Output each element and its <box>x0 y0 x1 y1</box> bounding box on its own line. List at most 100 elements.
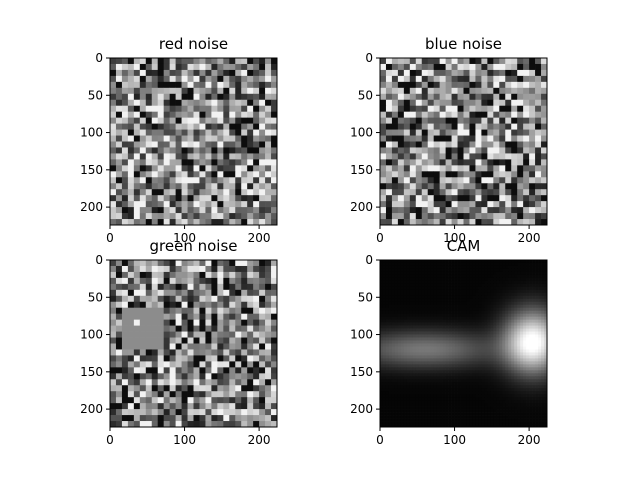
noise-cell <box>499 219 506 226</box>
heatmap-cell <box>493 373 497 377</box>
noise-cell <box>133 385 141 392</box>
noise-cell <box>487 159 494 166</box>
heatmap-cell <box>409 355 414 359</box>
heatmap-cell <box>535 391 539 395</box>
noise-cell <box>145 361 153 368</box>
heatmap-cell <box>415 352 420 356</box>
noise-cell <box>427 58 435 65</box>
heatmap-cell <box>460 385 464 389</box>
heatmap-cell <box>421 391 426 395</box>
heatmap-cell <box>385 274 390 279</box>
noise-cell <box>181 201 188 208</box>
noise-cell <box>493 207 500 214</box>
noise-cell <box>157 397 165 404</box>
heatmap-cell <box>418 286 423 291</box>
noise-cell <box>451 58 458 65</box>
heatmap-cell <box>403 274 408 279</box>
heatmap-cell <box>541 361 545 365</box>
heatmap-cell <box>505 328 509 332</box>
heatmap-cell <box>385 367 390 371</box>
noise-cell <box>151 415 159 422</box>
axes-frame <box>109 57 278 226</box>
noise-cell <box>511 99 518 107</box>
heatmap-cell <box>454 394 458 398</box>
heatmap-cell <box>409 316 414 320</box>
noise-cell <box>391 207 399 214</box>
noise-cell <box>217 213 224 220</box>
heatmap-cell <box>439 349 443 353</box>
noise-cell <box>541 207 548 214</box>
noise-cell <box>529 99 536 107</box>
noise-cell <box>115 63 123 71</box>
noise-cell <box>169 189 176 196</box>
heatmap-cell <box>436 391 440 395</box>
noise-cell <box>403 183 411 190</box>
noise-cell <box>157 219 165 226</box>
heatmap-cell <box>406 358 411 362</box>
heatmap-cell <box>487 376 491 380</box>
heatmap-cell <box>511 373 515 377</box>
heatmap-cell <box>433 313 438 318</box>
noise-cell <box>229 207 236 214</box>
heatmap-cell <box>541 328 545 332</box>
noise-cell <box>427 183 435 190</box>
noise-cell <box>199 415 206 422</box>
noise-cell <box>241 331 248 338</box>
heatmap-cell <box>499 358 503 362</box>
heatmap-cell <box>382 265 387 270</box>
heatmap-cell <box>478 367 482 371</box>
heatmap-cell <box>484 313 488 318</box>
heatmap-cell <box>424 361 429 365</box>
noise-cell <box>110 75 117 83</box>
heatmap-cell <box>487 286 491 291</box>
heatmap-cell <box>463 343 467 347</box>
noise-cell <box>517 58 524 65</box>
noise-cell <box>385 207 393 214</box>
noise-cell <box>205 355 212 362</box>
noise-cell <box>187 129 194 136</box>
heatmap-cell <box>397 358 402 362</box>
noise-cell <box>133 123 141 130</box>
heatmap-cell <box>442 265 446 270</box>
heatmap-cell <box>409 322 414 326</box>
noise-cell <box>139 93 147 101</box>
noise-cell <box>397 147 405 154</box>
noise-cell <box>145 195 153 202</box>
noise-cell <box>235 165 242 172</box>
heatmap-cell <box>403 343 408 347</box>
heatmap-cell <box>523 271 527 276</box>
noise-cell <box>253 117 260 124</box>
noise-cell <box>457 201 464 208</box>
heatmap-cell <box>415 325 420 329</box>
noise-cell <box>157 319 165 326</box>
heatmap-cell <box>403 313 408 318</box>
y-tick-label: 200 <box>350 200 373 214</box>
heatmap-cell <box>439 361 443 365</box>
noise-cell <box>409 189 417 196</box>
noise-cell <box>163 385 170 392</box>
heatmap-cell <box>502 340 506 344</box>
heatmap-cell <box>380 310 384 315</box>
noise-cell <box>121 325 129 332</box>
noise-cell <box>445 129 452 136</box>
heatmap-cell <box>508 310 512 315</box>
noise-cell <box>499 75 506 83</box>
noise-cell <box>481 111 488 118</box>
heatmap-cell <box>544 388 548 392</box>
noise-cell <box>445 93 452 101</box>
noise-cell <box>187 165 194 172</box>
noise-cell <box>127 391 135 398</box>
noise-cell <box>415 213 423 220</box>
heatmap-cell <box>475 331 479 335</box>
heatmap-cell <box>454 325 458 329</box>
noise-cell <box>529 177 536 184</box>
heatmap-cell <box>409 268 414 273</box>
noise-cell <box>241 421 248 428</box>
heatmap-cell <box>502 325 506 329</box>
noise-cell <box>247 135 254 142</box>
heatmap-cell <box>523 277 527 282</box>
heatmap-cell <box>460 322 464 326</box>
heatmap-cell <box>454 292 458 297</box>
noise-cell <box>151 189 159 196</box>
noise-cell <box>127 331 135 338</box>
